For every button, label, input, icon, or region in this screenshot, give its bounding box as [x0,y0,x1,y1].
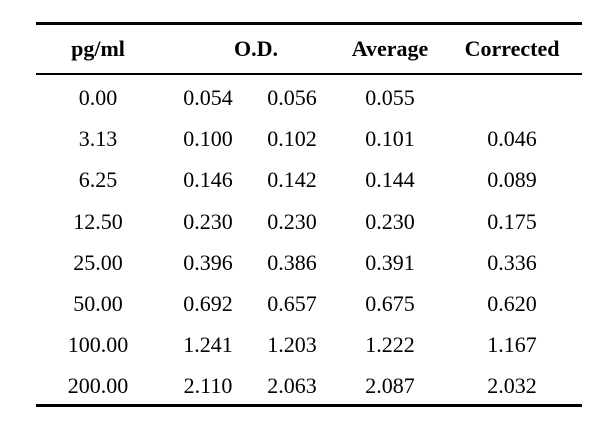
cell-od-2: 0.386 [267,249,317,275]
cell-concentration: 200.00 [67,373,129,399]
cell-od-1: 0.692 [183,291,233,316]
cell-od-1: 0.100 [183,126,233,152]
cell-od-2: 0.657 [267,291,317,316]
top-rule [36,22,582,25]
cell-corrected: 0.336 [487,249,537,275]
cell-od-1: 0.230 [183,208,233,234]
cell-average: 2.087 [365,373,415,399]
cell-od-2: 0.230 [267,208,317,234]
cell-od-1: 0.146 [183,167,233,193]
header-od: O.D. [234,36,278,61]
cell-od-1: 0.396 [183,249,233,275]
cell-concentration: 25.00 [73,249,123,275]
cell-average: 1.222 [365,332,415,358]
cell-average: 0.055 [365,85,415,110]
cell-corrected: 1.167 [487,332,537,358]
cell-average: 0.144 [365,167,415,193]
header-corrected: Corrected [464,36,560,61]
cell-concentration: 6.25 [78,167,118,193]
cell-od-2: 0.142 [267,167,317,193]
cell-od-2: 0.102 [267,126,317,152]
header-rule [36,73,582,75]
cell-concentration: 50.00 [73,291,123,316]
cell-corrected: 0.089 [487,167,537,193]
header-concentration: pg/ml [71,36,125,61]
cell-concentration: 0.00 [78,85,118,110]
cell-average: 0.101 [365,126,415,152]
bottom-rule [36,404,582,407]
cell-corrected: 2.032 [487,373,537,399]
cell-od-1: 0.054 [183,85,233,110]
cell-od-2: 2.063 [267,373,317,399]
cell-od-1: 2.110 [183,373,233,399]
cell-corrected: 0.620 [487,291,537,316]
cell-corrected: 0.175 [487,208,537,234]
cell-average: 0.675 [365,291,415,316]
header-average: Average [351,36,429,61]
cell-od-2: 1.203 [267,332,317,358]
cell-corrected: 0.046 [487,126,537,152]
cell-concentration: 3.13 [78,126,118,152]
cell-concentration: 100.00 [67,332,129,358]
cell-average: 0.230 [365,208,415,234]
cell-concentration: 12.50 [73,208,123,234]
cell-average: 0.391 [365,249,415,275]
cell-od-1: 1.241 [183,332,233,358]
cell-od-2: 0.056 [267,85,317,110]
